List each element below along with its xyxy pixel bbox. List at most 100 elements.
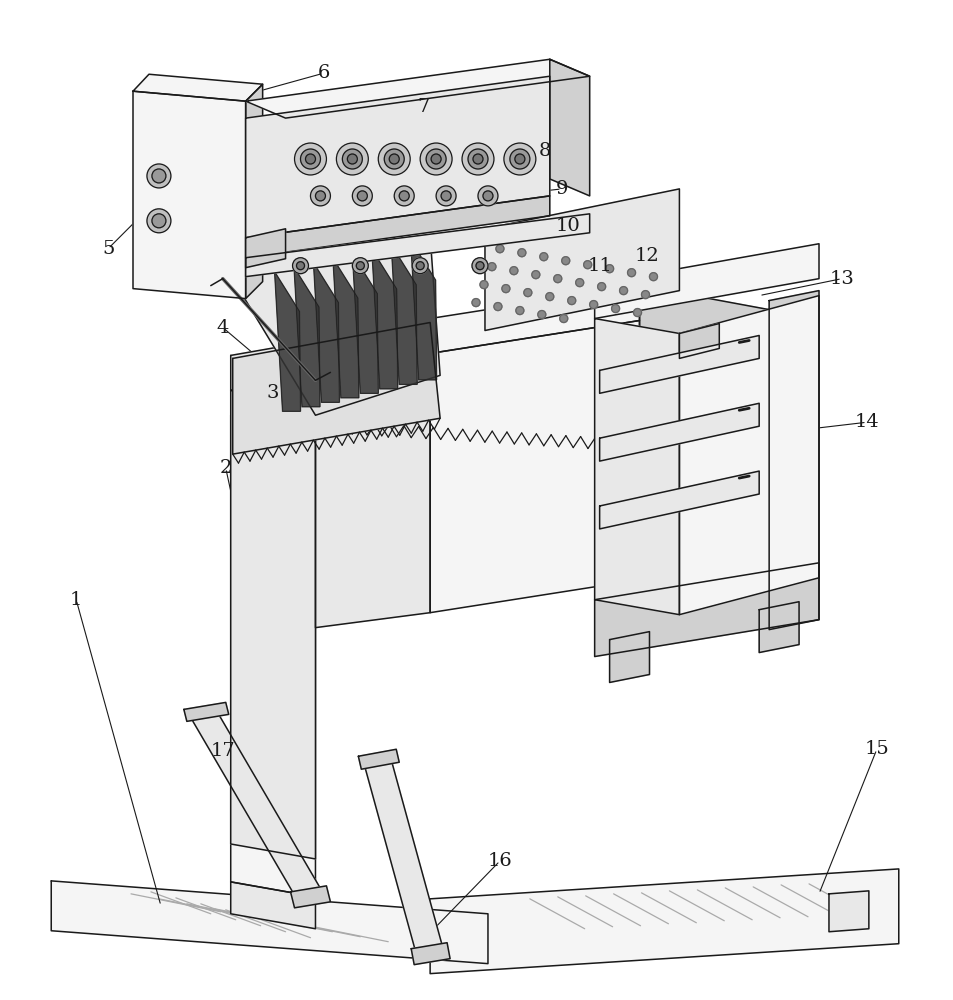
Polygon shape <box>231 415 315 897</box>
Circle shape <box>517 249 525 257</box>
Circle shape <box>539 253 547 261</box>
Polygon shape <box>333 258 358 398</box>
Circle shape <box>147 164 171 188</box>
Polygon shape <box>246 59 589 118</box>
Circle shape <box>378 143 410 175</box>
Circle shape <box>357 191 367 201</box>
Polygon shape <box>231 321 430 390</box>
Text: 4: 4 <box>216 319 229 337</box>
Circle shape <box>412 258 428 274</box>
Circle shape <box>477 186 497 206</box>
Circle shape <box>523 289 531 297</box>
Polygon shape <box>274 272 300 411</box>
Polygon shape <box>246 214 589 277</box>
Polygon shape <box>132 91 246 299</box>
Text: 1: 1 <box>70 591 82 609</box>
Circle shape <box>152 169 166 183</box>
Text: 11: 11 <box>587 257 612 275</box>
Polygon shape <box>246 84 262 299</box>
Polygon shape <box>609 632 649 682</box>
Polygon shape <box>639 286 773 570</box>
Polygon shape <box>358 749 398 769</box>
Polygon shape <box>828 891 868 932</box>
Circle shape <box>315 191 325 201</box>
Circle shape <box>494 303 501 311</box>
Circle shape <box>597 283 605 291</box>
Circle shape <box>605 265 613 273</box>
Polygon shape <box>291 886 330 908</box>
Circle shape <box>618 287 627 295</box>
Polygon shape <box>231 236 439 415</box>
Text: 5: 5 <box>102 240 114 258</box>
Circle shape <box>589 301 597 309</box>
Circle shape <box>398 191 409 201</box>
Polygon shape <box>231 882 315 929</box>
Polygon shape <box>594 563 818 657</box>
Polygon shape <box>314 263 339 402</box>
Circle shape <box>147 209 171 233</box>
Circle shape <box>394 186 414 206</box>
Polygon shape <box>246 229 285 268</box>
Circle shape <box>561 257 569 265</box>
Circle shape <box>426 149 446 169</box>
Circle shape <box>419 143 452 175</box>
Text: 12: 12 <box>634 247 659 265</box>
Polygon shape <box>246 196 549 258</box>
Polygon shape <box>759 602 799 653</box>
Polygon shape <box>679 296 818 615</box>
Circle shape <box>509 267 517 275</box>
Circle shape <box>496 245 503 253</box>
Circle shape <box>389 154 398 164</box>
Circle shape <box>640 291 649 299</box>
Circle shape <box>509 149 529 169</box>
Circle shape <box>384 149 404 169</box>
Text: 8: 8 <box>538 142 551 160</box>
Circle shape <box>575 279 583 287</box>
Polygon shape <box>372 249 397 389</box>
Polygon shape <box>599 471 759 529</box>
Text: 15: 15 <box>863 740 888 758</box>
Text: 17: 17 <box>211 742 234 760</box>
Polygon shape <box>184 702 229 721</box>
Polygon shape <box>51 881 487 964</box>
Circle shape <box>516 307 523 315</box>
Polygon shape <box>430 321 639 613</box>
Circle shape <box>294 143 326 175</box>
Polygon shape <box>430 286 639 353</box>
Circle shape <box>567 297 575 305</box>
Circle shape <box>461 143 494 175</box>
Circle shape <box>293 258 308 274</box>
Polygon shape <box>231 390 315 859</box>
Polygon shape <box>233 323 439 454</box>
Circle shape <box>296 262 304 270</box>
Text: 7: 7 <box>416 98 429 116</box>
Circle shape <box>633 309 640 317</box>
Polygon shape <box>599 403 759 461</box>
Polygon shape <box>599 335 759 393</box>
Circle shape <box>611 305 618 313</box>
Circle shape <box>300 149 320 169</box>
Polygon shape <box>391 245 416 384</box>
Circle shape <box>472 258 487 274</box>
Polygon shape <box>484 189 679 330</box>
Text: 3: 3 <box>266 384 278 402</box>
Text: 13: 13 <box>828 270 854 288</box>
Polygon shape <box>315 390 430 628</box>
Circle shape <box>515 154 524 164</box>
Text: 2: 2 <box>219 459 232 477</box>
Circle shape <box>479 281 487 289</box>
Circle shape <box>347 154 357 164</box>
Circle shape <box>531 271 539 279</box>
Circle shape <box>476 262 483 270</box>
Polygon shape <box>549 59 589 196</box>
Circle shape <box>501 285 509 293</box>
Circle shape <box>356 262 364 270</box>
Polygon shape <box>594 244 818 319</box>
Circle shape <box>352 186 372 206</box>
Polygon shape <box>246 76 549 238</box>
Polygon shape <box>679 324 719 358</box>
Polygon shape <box>189 709 322 897</box>
Circle shape <box>537 311 545 319</box>
Text: 9: 9 <box>555 180 567 198</box>
Polygon shape <box>294 267 319 407</box>
